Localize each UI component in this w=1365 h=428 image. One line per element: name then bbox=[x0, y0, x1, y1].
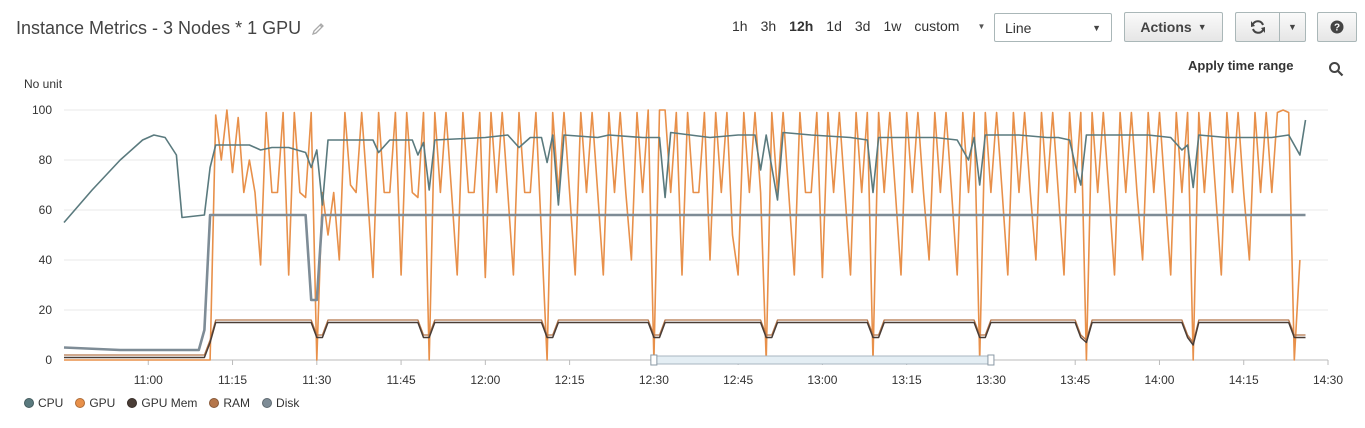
y-tick-label: 0 bbox=[45, 353, 52, 367]
x-tick-label: 13:00 bbox=[807, 373, 837, 387]
caret-down-icon: ▼ bbox=[1092, 23, 1101, 33]
y-axis-label: No unit bbox=[24, 77, 63, 91]
title-row: Instance Metrics - 3 Nodes * 1 GPU bbox=[16, 18, 325, 39]
help-button[interactable]: ? bbox=[1317, 12, 1357, 42]
view-type-select[interactable]: Line ▼ bbox=[994, 13, 1112, 42]
range-1d[interactable]: 1d bbox=[826, 18, 842, 34]
legend-label: Disk bbox=[276, 396, 300, 410]
x-tick-label: 13:15 bbox=[892, 373, 922, 387]
legend-swatch bbox=[209, 398, 220, 408]
x-tick-label: 11:15 bbox=[218, 373, 247, 387]
series-line-gpu bbox=[64, 109, 1301, 361]
legend-swatch bbox=[127, 398, 138, 408]
zoom-icon[interactable] bbox=[1328, 61, 1344, 77]
page-title: Instance Metrics - 3 Nodes * 1 GPU bbox=[16, 18, 302, 38]
caret-down-icon: ▼ bbox=[1288, 22, 1297, 32]
view-type-value: Line bbox=[1005, 19, 1032, 36]
x-tick-label: 12:00 bbox=[470, 373, 500, 387]
actions-label: Actions bbox=[1140, 19, 1192, 35]
y-tick-label: 20 bbox=[39, 303, 53, 317]
x-tick-label: 11:00 bbox=[134, 373, 163, 387]
legend-item-ram[interactable]: RAM bbox=[209, 396, 250, 410]
time-range-selector: 1h 3h 12h 1d 3d 1w custom ▼ bbox=[732, 18, 1011, 34]
range-1h[interactable]: 1h bbox=[732, 18, 748, 34]
y-tick-label: 60 bbox=[39, 203, 53, 217]
legend-label: GPU Mem bbox=[141, 396, 198, 410]
caret-down-icon: ▼ bbox=[977, 21, 986, 31]
range-custom[interactable]: custom ▼ bbox=[914, 18, 998, 34]
legend-item-disk[interactable]: Disk bbox=[262, 396, 299, 410]
refresh-icon bbox=[1250, 20, 1265, 34]
range-1w[interactable]: 1w bbox=[883, 18, 902, 34]
legend-item-cpu[interactable]: CPU bbox=[24, 396, 63, 410]
range-3h[interactable]: 3h bbox=[760, 18, 777, 34]
x-tick-label: 14:15 bbox=[1229, 373, 1259, 387]
legend-label: GPU bbox=[89, 396, 116, 410]
caret-down-icon: ▼ bbox=[1197, 22, 1207, 32]
y-tick-label: 40 bbox=[39, 253, 53, 267]
actions-button[interactable]: Actions ▼ bbox=[1124, 12, 1223, 42]
time-window-slider bbox=[653, 355, 992, 365]
chart-legend: CPU GPU GPU Mem RAM Disk bbox=[24, 396, 311, 410]
legend-label: CPU bbox=[38, 396, 64, 410]
series-line-cpu bbox=[63, 119, 1307, 224]
x-tick-label: 14:00 bbox=[1144, 373, 1174, 387]
svg-text:?: ? bbox=[1334, 23, 1340, 34]
legend-item-gpu[interactable]: GPU bbox=[75, 396, 115, 410]
legend-swatch bbox=[75, 398, 86, 408]
pencil-icon[interactable] bbox=[311, 22, 325, 36]
legend-label: RAM bbox=[223, 396, 251, 410]
x-tick-label: 12:30 bbox=[639, 373, 669, 387]
series-line-disk bbox=[63, 213, 1306, 352]
y-tick-label: 80 bbox=[39, 153, 53, 167]
metrics-chart: 0 20 40 60 80 100 11:00 11:15 11:30 11:45 12:00 12:… bbox=[32, 103, 1343, 387]
series-line-ram bbox=[64, 319, 1306, 356]
help-icon: ? bbox=[1330, 20, 1344, 34]
x-tick-label: 12:45 bbox=[723, 373, 753, 387]
series-line-gpu-mem bbox=[64, 321, 1306, 359]
legend-item-gpu-mem[interactable]: GPU Mem bbox=[127, 396, 197, 410]
range-12h[interactable]: 12h bbox=[789, 18, 814, 34]
custom-label: custom bbox=[914, 18, 960, 34]
x-tick-label: 11:45 bbox=[386, 373, 415, 387]
legend-swatch bbox=[24, 398, 34, 408]
legend-swatch bbox=[262, 398, 273, 408]
x-tick-label: 14:30 bbox=[1313, 373, 1343, 387]
x-tick-label: 12:15 bbox=[555, 373, 585, 387]
slider-handle[interactable] bbox=[987, 354, 995, 366]
apply-time-range-link[interactable]: Apply time range bbox=[1188, 58, 1294, 73]
refresh-button[interactable] bbox=[1235, 12, 1279, 42]
y-tick-label: 100 bbox=[32, 103, 52, 117]
x-tick-label: 13:30 bbox=[976, 373, 1006, 387]
range-3d[interactable]: 3d bbox=[854, 18, 871, 34]
refresh-options-button[interactable]: ▼ bbox=[1279, 12, 1306, 42]
x-tick-label: 11:30 bbox=[302, 373, 331, 387]
x-tick-label: 13:45 bbox=[1060, 373, 1090, 387]
slider-handle[interactable] bbox=[650, 354, 658, 366]
